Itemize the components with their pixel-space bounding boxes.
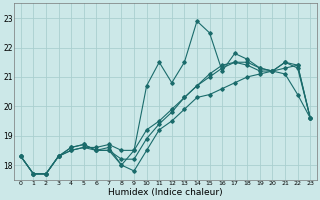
X-axis label: Humidex (Indice chaleur): Humidex (Indice chaleur)	[108, 188, 223, 197]
